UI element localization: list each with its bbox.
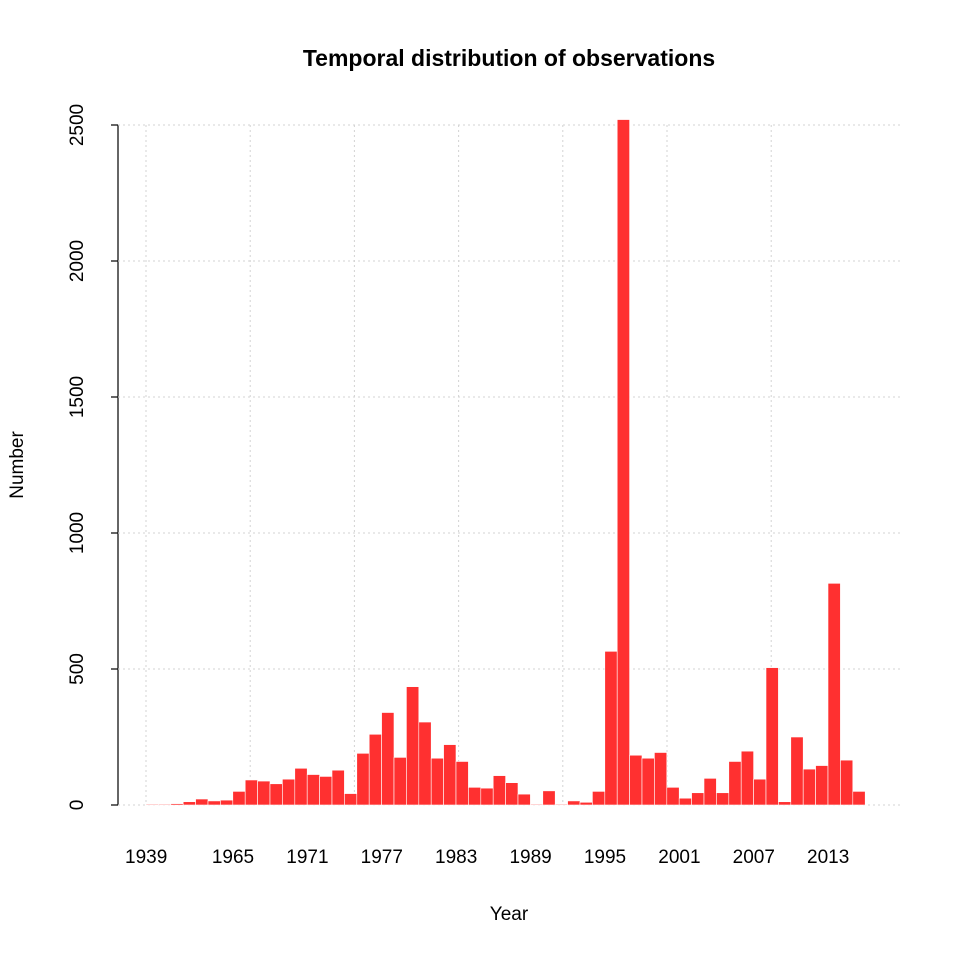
x-tick-label: 1939 bbox=[125, 847, 167, 868]
bar bbox=[554, 803, 568, 806]
bar bbox=[492, 775, 506, 806]
bar bbox=[244, 779, 258, 806]
x-tick-label: 1977 bbox=[361, 847, 403, 868]
y-tick-label: 2000 bbox=[67, 240, 88, 282]
x-tick-label: 1989 bbox=[509, 847, 551, 868]
bar bbox=[790, 736, 804, 806]
bar bbox=[542, 790, 556, 806]
bar bbox=[579, 801, 593, 806]
bar bbox=[368, 733, 382, 806]
bar bbox=[691, 792, 705, 806]
bar bbox=[740, 750, 754, 806]
bar bbox=[344, 793, 358, 806]
bar bbox=[802, 768, 816, 806]
x-tick-label: 1971 bbox=[286, 847, 328, 868]
y-tick-label: 1000 bbox=[67, 512, 88, 554]
bar bbox=[468, 787, 482, 806]
bar bbox=[728, 761, 742, 806]
y-tick-label: 1500 bbox=[67, 376, 88, 418]
bar bbox=[443, 744, 457, 806]
bar bbox=[220, 799, 234, 806]
bar bbox=[393, 757, 407, 806]
bar bbox=[840, 759, 854, 806]
y-tick-label: 2500 bbox=[67, 104, 88, 146]
bar bbox=[381, 712, 395, 806]
bar bbox=[145, 803, 159, 806]
bar bbox=[678, 797, 692, 806]
bar bbox=[852, 791, 866, 806]
bar bbox=[765, 667, 779, 806]
bar bbox=[616, 119, 630, 806]
bar bbox=[666, 787, 680, 806]
y-axis-label: Number bbox=[7, 431, 28, 499]
bar bbox=[592, 791, 606, 806]
bar bbox=[641, 757, 655, 806]
bar bbox=[703, 778, 717, 806]
bar bbox=[356, 753, 370, 806]
bar bbox=[455, 761, 469, 806]
bar bbox=[654, 752, 668, 806]
bar bbox=[406, 686, 420, 806]
bar bbox=[294, 767, 308, 806]
bar bbox=[505, 782, 519, 806]
bar bbox=[195, 798, 209, 806]
bar bbox=[170, 803, 184, 806]
bar bbox=[158, 803, 172, 806]
bar bbox=[827, 583, 841, 806]
x-tick-label: 2013 bbox=[807, 847, 849, 868]
bar bbox=[182, 801, 196, 806]
bar bbox=[430, 757, 444, 806]
bar bbox=[716, 792, 730, 806]
bar bbox=[207, 800, 221, 806]
bar bbox=[269, 783, 283, 806]
x-axis-label: Year bbox=[490, 904, 529, 925]
bar bbox=[257, 780, 271, 806]
bar bbox=[232, 791, 246, 806]
bar bbox=[778, 801, 792, 806]
bar bbox=[418, 721, 432, 806]
bar bbox=[331, 769, 345, 806]
bar bbox=[567, 800, 581, 806]
bar bbox=[530, 803, 544, 806]
y-tick-label: 500 bbox=[67, 653, 88, 685]
chart-title: Temporal distribution of observations bbox=[303, 45, 715, 71]
x-tick-label: 2007 bbox=[733, 847, 775, 868]
bar bbox=[306, 774, 320, 806]
bar bbox=[319, 776, 333, 806]
x-tick-label: 1983 bbox=[435, 847, 477, 868]
bar bbox=[480, 787, 494, 806]
x-tick-label: 1965 bbox=[212, 847, 254, 868]
bar bbox=[629, 754, 643, 806]
x-tick-label: 2001 bbox=[658, 847, 700, 868]
bar bbox=[753, 778, 767, 806]
bar bbox=[517, 793, 531, 806]
bar bbox=[282, 778, 296, 806]
y-tick-label: 0 bbox=[67, 800, 88, 811]
bar bbox=[815, 765, 829, 806]
x-tick-label: 1995 bbox=[584, 847, 626, 868]
bar bbox=[604, 651, 618, 806]
